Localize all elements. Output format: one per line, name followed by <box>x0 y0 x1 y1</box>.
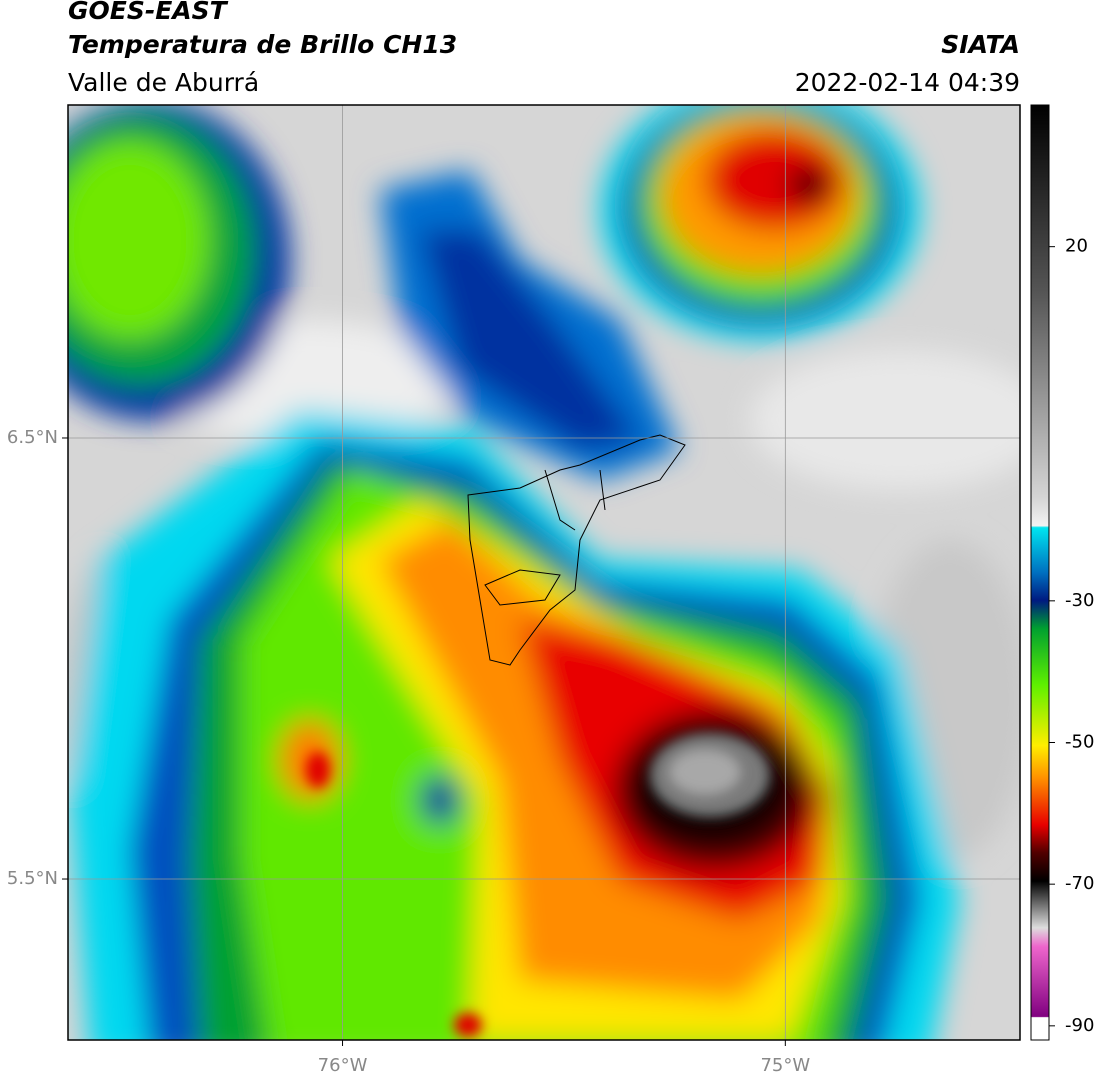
colorbar-tick-label: -70 <box>1065 873 1094 894</box>
title: GOES-EAST <box>68 0 229 25</box>
lat-tick-label: 6.5°N <box>7 427 58 448</box>
graticule <box>62 105 1020 1046</box>
satellite-image <box>68 105 1020 1040</box>
colorbar-tick-label: 20 <box>1065 236 1088 257</box>
region: Valle de Aburrá <box>68 68 259 97</box>
municipal-boundaries <box>467 434 686 666</box>
map-frame <box>67 104 1021 1041</box>
colorbar-tick-label: -50 <box>1065 732 1094 753</box>
subtitle: Temperatura de Brillo CH13 <box>68 30 457 59</box>
colorbar <box>1030 104 1050 1041</box>
lon-tick-label: 76°W <box>318 1055 368 1076</box>
lat-tick-label: 5.5°N <box>7 868 58 889</box>
colorbar-tick-label: -30 <box>1065 590 1094 611</box>
colorbar-tick-label: -90 <box>1065 1015 1094 1036</box>
lon-tick-label: 75°W <box>760 1055 810 1076</box>
source: SIATA <box>941 30 1020 59</box>
colorbar-ticks <box>1049 246 1055 1027</box>
datetime: 2022-02-14 04:39 <box>795 68 1020 97</box>
